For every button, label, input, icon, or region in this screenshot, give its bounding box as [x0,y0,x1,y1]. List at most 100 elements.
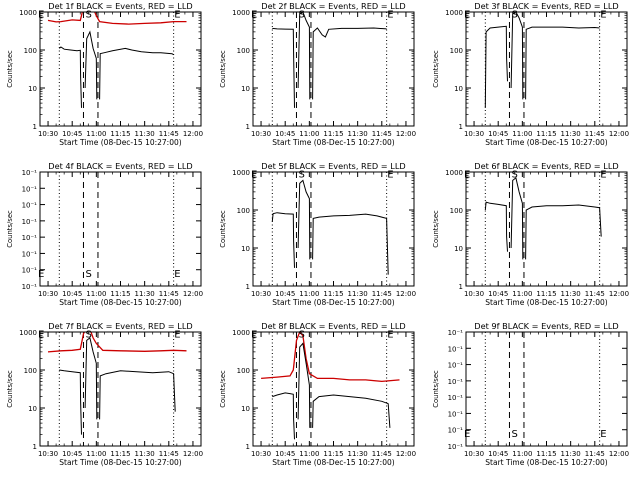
x-tick-label: 10:45 [275,290,295,298]
x-tick-label: 11:15 [110,450,130,458]
y-tick-label: 10⁻¹ [448,410,464,418]
x-tick-label: 10:45 [62,290,82,298]
x-tick-label: 11:30 [135,290,155,298]
y-axis-label: Counts/sec [432,50,440,88]
y-tick-label: 100 [450,47,463,55]
x-tick-label: 11:45 [159,130,179,138]
marker-s: S [85,330,91,341]
detector-panel-1: Det 1f BLACK = Events, RED = LLD 1 10 100 10… [6,1,203,147]
marker-e-left: E [251,330,257,341]
x-tick-label: 10:30 [464,450,484,458]
lld-series-line [261,332,400,383]
x-tick-label: 12:00 [396,130,416,138]
y-tick-label: 10⁻¹ [448,378,464,386]
y-axis-label: Counts/sec [6,370,14,408]
x-tick-label: 11:00 [86,130,106,138]
detector-panel-5: Det 5f BLACK = Events, RED = LLD 1 10 100 10… [219,161,416,307]
y-tick-label: 1000 [232,9,250,17]
marker-s: S [511,429,517,440]
y-tick-label: 10⁻¹ [22,250,38,258]
x-tick-label: 11:15 [323,450,343,458]
x-tick-label: 11:30 [348,130,368,138]
marker-s: S [511,10,517,21]
detector-panel-9: Det 9f BLACK = Events, RED = LLD 10⁻¹ 10⁻¹… [432,321,629,467]
x-axis-label: Start Time (08-Dec-15 10:27:00) [272,298,394,307]
events-series-line [297,342,311,428]
x-tick-label: 10:30 [38,130,58,138]
x-tick-label: 11:00 [512,290,532,298]
y-axis-label: Counts/sec [6,50,14,88]
y-axis-label: Counts/sec [219,50,227,88]
plot-frame [465,11,628,127]
marker-e-left: E [251,170,257,181]
plot-frame [39,331,202,447]
events-series-line [484,201,508,252]
y-tick-label: 1000 [232,169,250,177]
x-tick-label: 10:45 [488,290,508,298]
x-tick-label: 11:15 [323,290,343,298]
x-tick-label: 10:45 [488,450,508,458]
detector-panel-3: Det 3f BLACK = Events, RED = LLD 1 10 100 10… [432,1,629,147]
y-tick-label: 1 [246,123,250,131]
marker-s: S [85,269,91,280]
events-series-line [99,370,176,420]
x-tick-label: 11:00 [512,130,532,138]
panel-data [47,332,187,435]
plot-frame [39,11,202,127]
y-tick-label: 10 [28,85,37,93]
marker-e: E [387,170,393,181]
lld-series-line [47,332,187,353]
events-series-line [58,46,82,108]
y-tick-label: 1000 [19,9,37,17]
marker-s: S [85,10,91,21]
events-series-line [312,213,389,275]
x-tick-label: 11:45 [372,450,392,458]
y-tick-label: 1 [459,123,463,131]
events-series-line [84,30,98,100]
y-tick-label: 10⁻¹ [448,443,464,451]
y-tick-label: 1000 [232,329,250,337]
detector-panel-7: Det 7f BLACK = Events, RED = LLD 1 10 100 10… [6,321,203,467]
events-series-line [59,369,82,435]
y-tick-label: 10⁻¹ [448,345,464,353]
x-tick-label: 12:00 [609,450,629,458]
marker-s: S [298,170,304,181]
plot-frame [252,331,415,447]
x-tick-label: 11:00 [86,290,106,298]
panel-title: Det 4f BLACK = Events, RED = LLD [48,161,192,171]
events-series-line [484,25,508,108]
x-tick-label: 10:30 [464,290,484,298]
marker-s: S [298,10,304,21]
x-axis-label: Start Time (08-Dec-15 10:27:00) [272,138,394,147]
y-tick-label: 10⁻¹ [22,283,38,291]
x-tick-label: 11:45 [585,450,605,458]
detector-panel-8: Det 8f BLACK = Events, RED = LLD 1 10 100 10… [219,321,416,467]
events-series-line [84,337,98,420]
x-tick-label: 10:45 [275,450,295,458]
y-tick-label: 100 [24,367,37,375]
x-tick-label: 12:00 [609,290,629,298]
panel-data [271,172,389,275]
lld-series-line [47,12,187,25]
marker-e-left: E [38,330,44,341]
marker-e: E [600,429,606,440]
plot-frame [252,171,415,287]
y-tick-label: 10 [241,245,250,253]
marker-e: E [174,269,180,280]
panel-title: Det 6f BLACK = Events, RED = LLD [474,161,618,171]
x-tick-label: 10:30 [251,290,271,298]
marker-e: E [174,330,180,341]
x-tick-label: 12:00 [396,290,416,298]
panel-title: Det 1f BLACK = Events, RED = LLD [48,1,192,11]
events-series-line [272,392,295,440]
y-tick-label: 10⁻¹ [22,218,38,226]
y-tick-label: 1 [246,283,250,291]
events-series-line [272,27,295,108]
x-tick-label: 11:00 [86,450,106,458]
marker-e: E [600,170,606,181]
panel-data [261,332,400,440]
x-tick-label: 11:45 [159,290,179,298]
x-tick-label: 11:45 [372,130,392,138]
x-tick-label: 11:30 [561,450,581,458]
x-tick-label: 10:45 [62,450,82,458]
